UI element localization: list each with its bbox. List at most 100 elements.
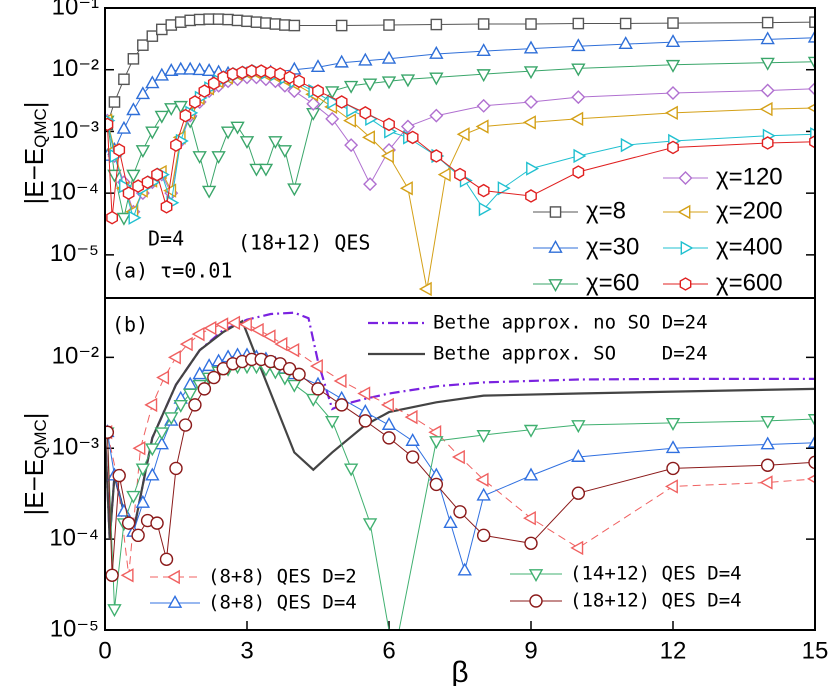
marker [201,63,217,76]
y-axis-label-part: |E−E [19,148,49,205]
y-tick-label: 10⁻⁵ [50,615,99,642]
marker [667,140,679,155]
marker [678,171,693,185]
marker [525,18,537,30]
panel-frame [104,7,816,299]
marker [264,65,277,80]
marker [524,536,538,550]
marker [131,528,145,543]
marker [457,562,472,576]
marker [327,94,341,110]
marker [179,336,193,352]
marker [666,461,680,476]
x-axis-label: β [451,656,468,686]
annotation: (18+12) QES [238,231,370,255]
marker [760,458,775,472]
marker [203,13,215,25]
marker [664,105,678,121]
y-tick-label: 10⁻⁴ [49,178,99,205]
marker [381,50,397,64]
marker [400,74,416,88]
marker [189,95,201,109]
marker [145,467,160,481]
marker [146,30,159,42]
marker [619,17,632,30]
marker [165,19,178,31]
y-axis-label-part: |E−E [19,459,49,516]
marker [476,98,491,113]
marker [760,57,775,71]
marker [618,36,633,50]
marker [145,126,160,140]
annotation: D=4 [148,227,184,251]
marker [476,487,491,501]
marker [760,415,775,429]
marker [476,430,491,444]
marker [173,61,188,75]
marker [118,73,130,86]
marker [807,414,815,428]
annotation: (a) τ=0.01 [112,259,232,283]
marker [192,151,207,165]
x-tick-label: 15 [802,637,829,664]
marker [620,137,634,153]
marker [268,136,283,150]
y-tick-label: 10⁻⁵ [50,240,99,267]
marker [154,110,169,124]
x-tick-label: 9 [524,637,537,664]
marker [239,136,255,150]
marker [156,370,170,385]
marker [478,201,492,217]
marker [260,17,272,29]
marker [809,16,815,28]
marker [105,117,114,132]
marker [451,449,465,465]
marker [145,75,160,89]
marker [523,424,539,438]
y-axis-label: |E−EQMC| [19,101,51,204]
marker [429,72,444,86]
marker [429,477,444,492]
marker [475,119,489,134]
legend-label: Bethe approx. SO D=24 [433,343,708,365]
marker [132,441,146,456]
marker [572,165,585,179]
marker [571,449,586,462]
marker [238,317,252,332]
marker [430,18,443,31]
marker [277,145,293,159]
marker [523,66,539,80]
marker [522,510,536,526]
marker [215,317,229,332]
marker [116,120,132,134]
marker [430,149,443,163]
marker [760,83,775,98]
marker [230,121,245,135]
marker [529,594,543,608]
marker [120,568,134,583]
marker [249,163,264,177]
marker [362,518,378,532]
marker [184,14,197,27]
marker [325,415,340,429]
marker [250,322,264,338]
marker [154,427,169,441]
y-axis-label-part: QMC [31,419,50,459]
marker [112,468,126,483]
marker [151,167,163,182]
marker [665,34,681,48]
marker [666,85,680,100]
marker [135,145,151,159]
marker [160,200,173,214]
marker [383,117,395,132]
marker [191,326,205,342]
marker [456,127,470,142]
marker [343,80,359,94]
marker [573,148,587,164]
marker [406,130,419,145]
marker [477,18,490,30]
marker [334,398,349,412]
marker [128,210,142,225]
marker [227,315,241,330]
